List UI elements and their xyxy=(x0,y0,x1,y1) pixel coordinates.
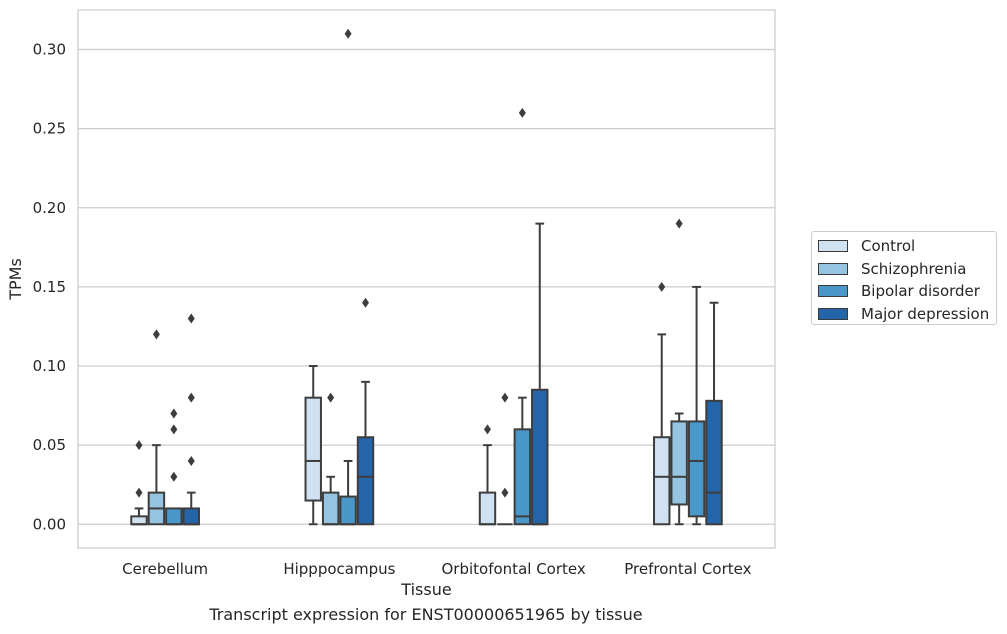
outlier-point xyxy=(135,487,143,498)
outlier-point xyxy=(327,392,335,403)
legend-item: Control xyxy=(818,236,915,256)
plot-frame xyxy=(77,9,776,549)
legend-item: Bipolar disorder xyxy=(818,281,980,301)
box xyxy=(478,491,497,526)
box xyxy=(356,436,375,526)
legend: Control Schizophrenia Bipolar disorder Majo… xyxy=(811,231,997,325)
outlier-point xyxy=(187,455,195,466)
outlier-point xyxy=(152,329,160,340)
x-axis-ticks: Cerebellum Hipppocampus Orbitofontal Corte… xyxy=(122,560,751,578)
y-tick-label: 0.30 xyxy=(33,41,66,59)
outlier-point xyxy=(187,392,195,403)
box-control xyxy=(653,281,671,526)
outlier-point xyxy=(675,218,683,229)
box-schizophrenia xyxy=(670,218,688,526)
outlier-point xyxy=(170,471,178,482)
outlier-point xyxy=(483,424,491,435)
legend-item: Major depression xyxy=(818,304,989,324)
y-axis-ticks: 0.00 0.05 0.10 0.15 0.20 0.25 0.30 xyxy=(33,41,66,534)
y-tick-label: 0.00 xyxy=(33,515,66,533)
legend-item: Schizophrenia xyxy=(818,259,966,279)
legend-label: Control xyxy=(861,237,916,255)
box xyxy=(653,436,671,526)
outlier-point xyxy=(170,424,178,435)
x-tick-label: Prefrontal Cortex xyxy=(624,560,751,578)
box-bipolar-disorder xyxy=(513,107,532,526)
legend-swatch xyxy=(818,307,848,320)
y-tick-label: 0.20 xyxy=(33,199,66,217)
box-schizophrenia xyxy=(147,329,166,526)
box-major-depression xyxy=(356,297,375,526)
x-tick-label: Hipppocampus xyxy=(283,560,395,578)
box xyxy=(670,420,688,506)
box-schizophrenia xyxy=(497,392,513,526)
legend-label: Bipolar disorder xyxy=(861,282,980,300)
outlier-point xyxy=(501,487,509,498)
outlier-point xyxy=(501,392,509,403)
x-tick-label: Orbitofontal Cortex xyxy=(442,560,586,578)
box xyxy=(687,420,706,518)
box xyxy=(531,388,549,526)
box xyxy=(339,495,357,526)
outlier-point xyxy=(135,440,143,451)
x-axis-title: Tissue xyxy=(400,580,451,599)
y-tick-label: 0.15 xyxy=(33,278,66,296)
outlier-point xyxy=(170,408,178,419)
box xyxy=(513,428,532,526)
legend-swatch xyxy=(818,285,848,297)
box xyxy=(182,507,200,526)
legend-label: Schizophrenia xyxy=(861,259,967,278)
box-bipolar-disorder xyxy=(165,408,183,526)
y-tick-label: 0.25 xyxy=(33,120,66,138)
grid-lines xyxy=(78,48,775,525)
y-tick-label: 0.05 xyxy=(33,436,66,454)
y-axis-title: TPMs xyxy=(6,258,25,301)
chart-caption: Transcript expression for ENST0000065196… xyxy=(209,605,643,624)
legend-swatch xyxy=(818,240,848,252)
outlier-point xyxy=(362,297,370,308)
legend-swatch xyxy=(818,262,848,275)
outlier-point xyxy=(658,281,666,292)
box xyxy=(130,515,148,526)
box xyxy=(165,507,183,526)
box xyxy=(304,396,322,502)
box-control xyxy=(304,365,322,526)
boxes xyxy=(130,28,723,526)
outlier-point xyxy=(518,107,526,118)
box-major-depression xyxy=(531,222,549,526)
outlier-point xyxy=(187,313,195,324)
box xyxy=(321,491,340,526)
y-tick-label: 0.10 xyxy=(33,357,66,375)
x-tick-label: Cerebellum xyxy=(122,560,208,578)
box-bipolar-disorder xyxy=(339,28,357,526)
box-bipolar-disorder xyxy=(687,285,706,526)
outlier-point xyxy=(344,28,352,39)
box-control xyxy=(478,424,497,526)
box-major-depression xyxy=(182,313,200,526)
box-major-depression xyxy=(705,301,723,526)
legend-label: Major depression xyxy=(861,304,990,323)
box-schizophrenia xyxy=(321,392,340,526)
box-control xyxy=(130,440,148,526)
box xyxy=(705,399,723,526)
